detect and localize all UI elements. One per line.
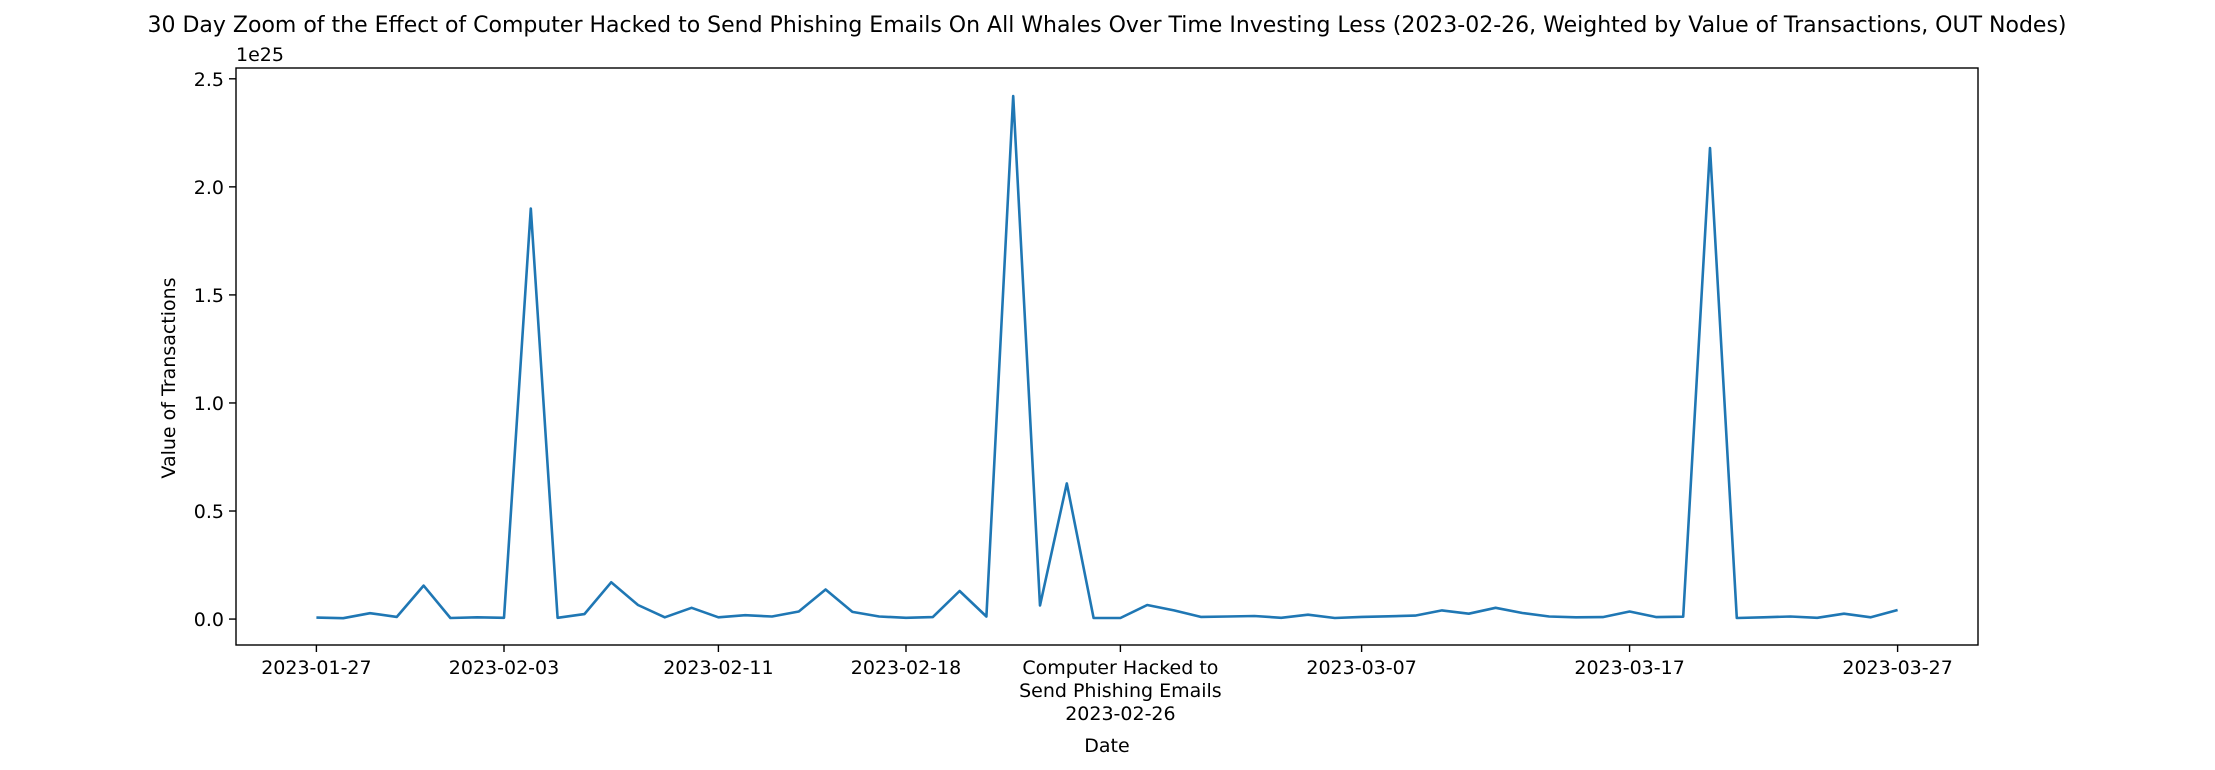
- y-tick-label: 1.5: [194, 285, 224, 307]
- chart-title: 30 Day Zoom of the Effect of Computer Ha…: [148, 13, 2067, 38]
- x-tick-label: Computer Hacked to Send Phishing Emails 20…: [1019, 657, 1222, 725]
- x-axis-label: Date: [1084, 735, 1129, 757]
- x-tick-label: 2023-02-18: [851, 657, 961, 679]
- y-axis: 0.0 0.5 1.0 1.5 2.0 2.5: [194, 69, 236, 631]
- y-tick-label: 0.0: [194, 609, 224, 631]
- y-axis-offset-label: 1e25: [236, 44, 284, 66]
- x-tick-label: 2023-03-17: [1574, 657, 1684, 679]
- x-tick-label: 2023-02-03: [449, 657, 559, 679]
- x-tick-label: 2023-03-07: [1306, 657, 1416, 679]
- x-tick-label: 2023-02-11: [663, 657, 773, 679]
- x-tick-label: 2023-03-27: [1842, 657, 1952, 679]
- y-tick-label: 1.0: [194, 393, 224, 415]
- x-axis: 2023-01-27 2023-02-03 2023-02-11 2023-02-18…: [261, 645, 1953, 725]
- y-axis-label: Value of Transactions: [158, 277, 180, 478]
- plot-area-frame: [235, 67, 1979, 646]
- y-tick-label: 0.5: [194, 501, 224, 523]
- y-tick-label: 2.5: [194, 69, 224, 91]
- x-tick-label: 2023-01-27: [261, 657, 371, 679]
- y-tick-label: 2.0: [194, 177, 224, 199]
- series-line: [316, 94, 1898, 620]
